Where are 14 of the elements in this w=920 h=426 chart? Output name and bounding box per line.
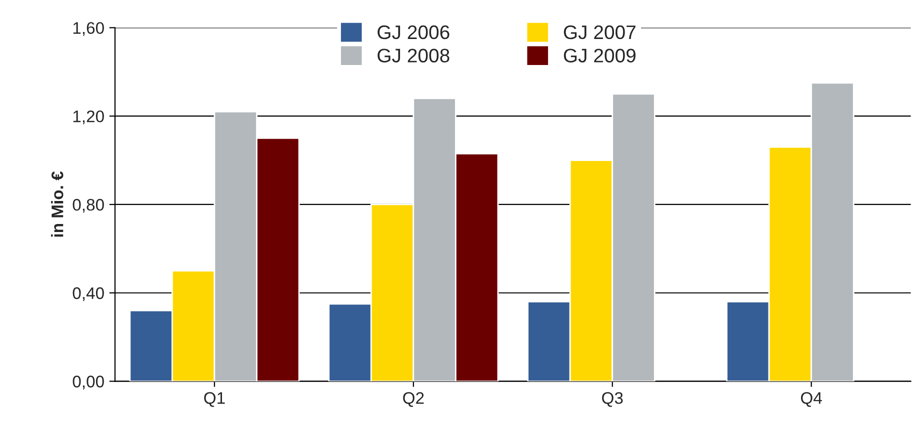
legend-label: GJ 2006 bbox=[378, 25, 450, 40]
y-tick-label: 1,60 bbox=[73, 22, 104, 36]
legend-label: GJ 2007 bbox=[564, 25, 636, 40]
x-tick-label: Q4 bbox=[801, 392, 822, 407]
y-tick-label: 0,80 bbox=[72, 198, 104, 213]
y-axis-title: in Mio. € bbox=[51, 171, 64, 237]
y-tick-label: 1,20 bbox=[73, 110, 104, 124]
x-tick-label: Q3 bbox=[602, 392, 623, 407]
legend-label: GJ 2008 bbox=[378, 48, 450, 62]
legend-label: GJ 2009 bbox=[564, 48, 636, 62]
y-tick-label: 0,40 bbox=[72, 287, 104, 302]
y-tick-label: 0,00 bbox=[72, 376, 104, 390]
x-tick-label: Q2 bbox=[403, 392, 424, 407]
x-tick-label: Q1 bbox=[204, 392, 225, 407]
